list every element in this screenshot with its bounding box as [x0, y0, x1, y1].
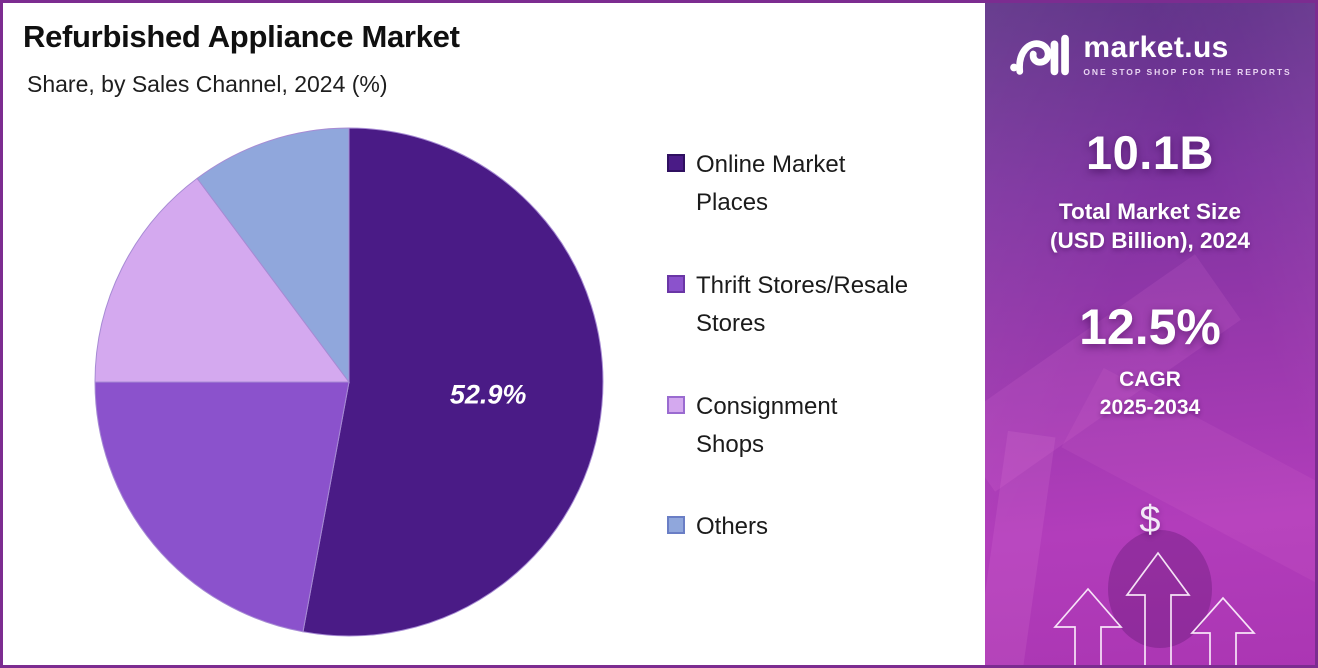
legend-label: Others	[696, 513, 769, 541]
legend-swatch	[667, 154, 685, 172]
legend-label: Thrift Stores/Resale Stores	[696, 271, 909, 337]
stat-cagr-label: CAGR 2025-2034	[1099, 367, 1201, 419]
brand-name: market.us	[1083, 31, 1229, 64]
legend-swatch	[667, 395, 685, 414]
legend-item-3[interactable]: Others	[667, 508, 908, 546]
pie-slice-3[interactable]	[196, 127, 350, 384]
sidebar: market.us ONE STOP SHOP FOR THE REPORTS …	[985, 3, 1315, 665]
dollar-icon: $	[1139, 499, 1161, 541]
stat-market-size-value: 10.1B	[1086, 126, 1214, 179]
chart-title: Refurbished Appliance Market	[23, 19, 460, 54]
pie-slice-0[interactable]	[302, 127, 604, 637]
legend-item-1[interactable]: Thrift Stores/Resale Stores	[667, 267, 908, 343]
pie-slice-2[interactable]	[94, 177, 350, 383]
chart-subtitle: Share, by Sales Channel, 2024 (%)	[27, 71, 388, 97]
legend-swatch	[667, 274, 685, 293]
pie-slice-1[interactable]	[94, 381, 350, 633]
brand-logo[interactable]: market.us ONE STOP SHOP FOR THE REPORTS	[985, 29, 1315, 81]
legend: Online Market Places Thrift Stores/Resale…	[667, 146, 908, 546]
legend-label: Consignment Shops	[696, 392, 838, 458]
brand-tagline: ONE STOP SHOP FOR THE REPORTS	[1083, 67, 1292, 77]
marketus-logo-icon	[1010, 34, 1070, 76]
stat-cagr-value: 12.5%	[1079, 298, 1221, 355]
pie-value-label: 52.9%	[450, 380, 527, 410]
legend-label: Online Market Places	[696, 151, 846, 216]
growth-arrows-icon	[1053, 551, 1256, 665]
stat-market-size-label: Total Market Size (USD Billion), 2024	[1049, 199, 1251, 253]
legend-item-0[interactable]: Online Market Places	[667, 146, 908, 222]
chart-area: Refurbished Appliance Market Share, by S…	[3, 3, 991, 665]
legend-item-2[interactable]: Consignment Shops	[667, 388, 908, 464]
pie-chart: 52.9%	[94, 127, 604, 637]
legend-swatch	[667, 516, 685, 535]
